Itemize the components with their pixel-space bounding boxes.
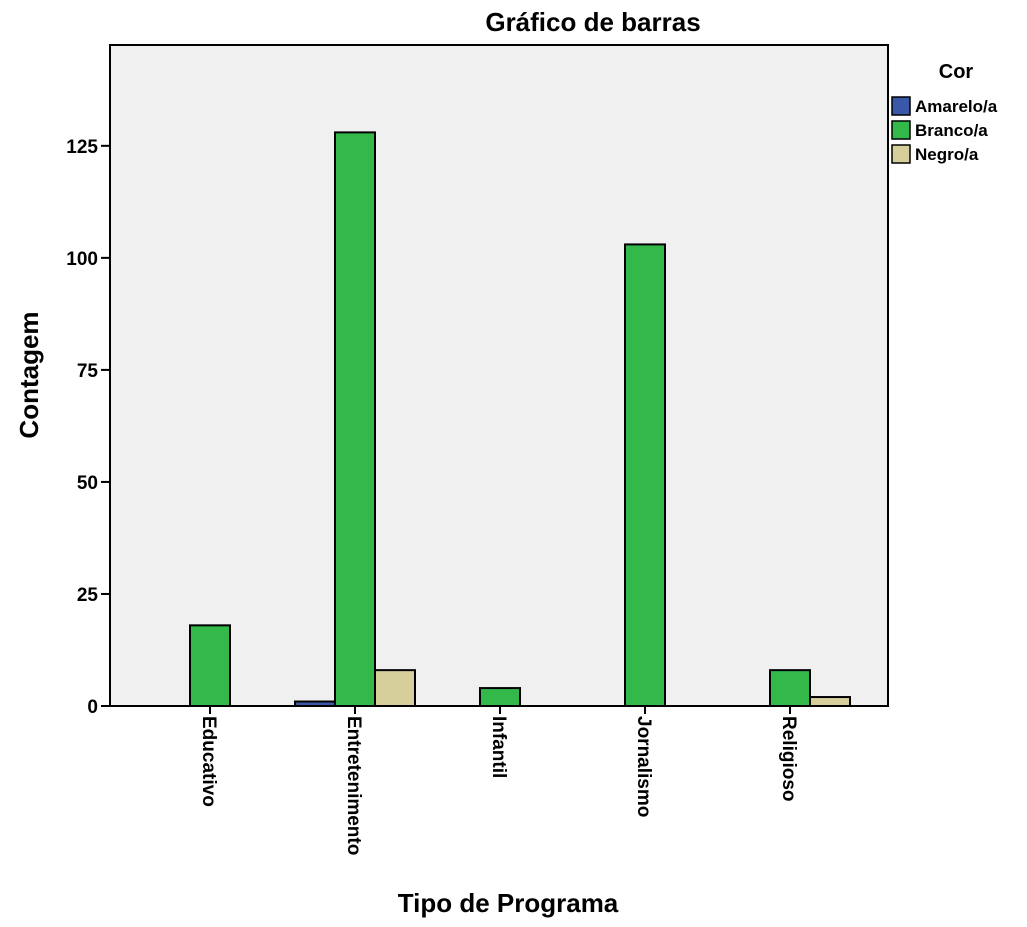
bar bbox=[189, 624, 231, 707]
bar bbox=[624, 243, 666, 707]
legend-swatch bbox=[891, 120, 911, 140]
chart-title: Gráfico de barras bbox=[485, 7, 700, 37]
y-tick-label: 100 bbox=[66, 249, 98, 270]
y-tick-label: 25 bbox=[77, 585, 99, 606]
x-axis-label: Tipo de Programa bbox=[398, 888, 619, 918]
legend-label: Amarelo/a bbox=[915, 97, 998, 116]
y-tick-label: 75 bbox=[77, 361, 99, 382]
y-tick-label: 50 bbox=[77, 473, 98, 494]
x-tick-label: Infantil bbox=[488, 716, 509, 778]
bar bbox=[374, 669, 416, 708]
x-tick-label: Entretenimento bbox=[343, 716, 364, 855]
y-axis-label: Contagem bbox=[14, 311, 44, 438]
x-tick-label: Educativo bbox=[198, 716, 219, 807]
legend-swatch bbox=[891, 96, 911, 116]
legend-title: Cor bbox=[939, 61, 974, 83]
legend-label: Branco/a bbox=[915, 121, 988, 140]
bar bbox=[479, 687, 521, 708]
x-tick-label: Jornalismo bbox=[633, 716, 654, 817]
y-tick-label: 125 bbox=[66, 137, 98, 158]
bar bbox=[809, 696, 851, 708]
bar bbox=[334, 131, 376, 708]
bar bbox=[769, 669, 811, 708]
legend-swatch bbox=[891, 144, 911, 164]
plot-area bbox=[109, 44, 889, 707]
legend-label: Negro/a bbox=[915, 145, 979, 164]
x-tick-label: Religioso bbox=[778, 716, 799, 802]
y-tick-label: 0 bbox=[87, 697, 98, 718]
